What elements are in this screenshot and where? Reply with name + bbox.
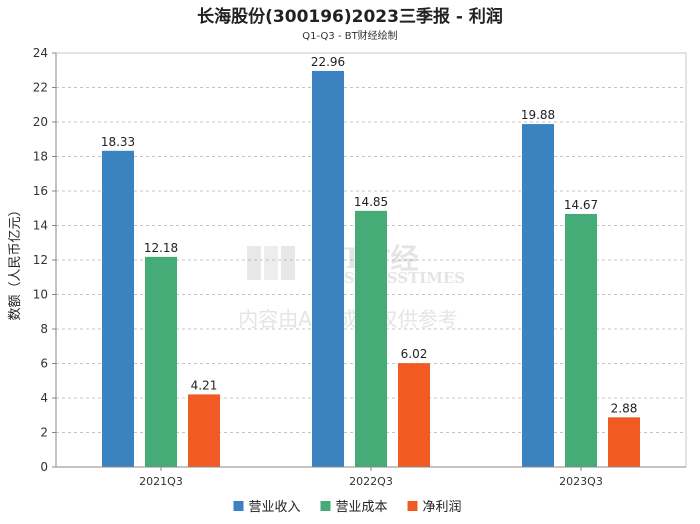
legend-swatch — [407, 501, 418, 511]
data-label: 12.18 — [144, 241, 178, 255]
watermark-notice: 内容由AI生成，仅供参考 — [238, 307, 458, 331]
legend-swatch — [233, 501, 244, 511]
x-tick-label: 2021Q3 — [139, 475, 183, 488]
chart-subtitle: Q1-Q3 - BT财经绘制 — [302, 31, 398, 42]
bar — [312, 70, 344, 467]
y-tick-label: 14 — [33, 219, 48, 233]
y-axis-label: 数额（人民币亿元） — [8, 203, 23, 320]
y-tick-label: 22 — [33, 81, 48, 95]
data-label: 14.85 — [354, 195, 388, 209]
legend-label: 营业收入 — [249, 500, 301, 515]
y-tick-label: 0 — [40, 460, 48, 474]
y-tick-label: 18 — [33, 150, 48, 164]
data-label: 19.88 — [521, 108, 555, 122]
data-label: 2.88 — [611, 401, 638, 415]
data-label: 6.02 — [401, 347, 428, 361]
bar — [188, 394, 220, 467]
watermark-logo-icon — [264, 246, 278, 280]
legend-label: 净利润 — [423, 500, 462, 515]
legend-label: 营业成本 — [336, 500, 388, 515]
y-tick-label: 4 — [40, 391, 48, 405]
x-tick-label: 2022Q3 — [349, 475, 393, 488]
watermark: BT财经 BUSINESSTIMES 内容由AI生成，仅供参考 — [238, 242, 465, 331]
data-labels: 18.33 12.18 4.21 22.96 14.85 6.02 19.88 14.67 2.… — [101, 55, 638, 415]
chart-title: 长海股份(300196)2023三季报 - 利润 — [197, 7, 503, 27]
y-tick-label: 24 — [33, 46, 48, 60]
bar — [522, 124, 554, 467]
y-tick-label: 20 — [33, 115, 48, 129]
y-tick-label: 8 — [40, 322, 48, 336]
bar — [102, 150, 134, 467]
watermark-brand-en: BUSINESSTIMES — [318, 269, 465, 287]
legend: 营业收入 营业成本 净利润 — [233, 500, 462, 515]
data-label: 4.21 — [191, 378, 218, 392]
bars — [102, 70, 640, 467]
legend-swatch — [320, 501, 331, 511]
y-tick-label: 12 — [33, 253, 48, 267]
bar — [565, 213, 597, 467]
y-tick-label: 2 — [40, 426, 48, 440]
watermark-logo-icon — [247, 246, 261, 280]
bar — [608, 417, 640, 467]
watermark-logo-icon — [281, 246, 295, 280]
bar — [355, 210, 387, 467]
bar — [145, 256, 177, 467]
x-tick-label: 2023Q3 — [559, 475, 603, 488]
y-tick-label: 6 — [40, 357, 48, 371]
y-tick-label: 10 — [33, 288, 48, 302]
bar — [398, 363, 430, 467]
y-tick-label: 16 — [33, 184, 48, 198]
data-label: 14.67 — [564, 198, 598, 212]
data-label: 18.33 — [101, 135, 135, 149]
data-label: 22.96 — [311, 55, 345, 69]
